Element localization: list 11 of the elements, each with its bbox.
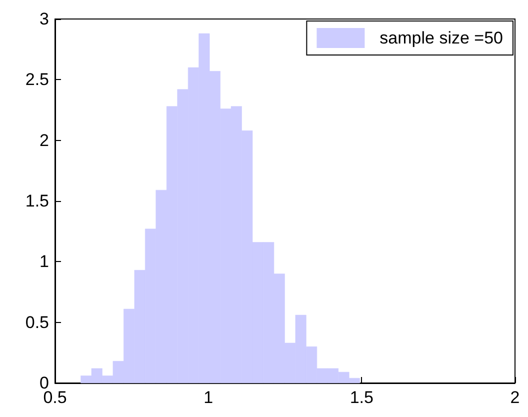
y-tick-label: 0 xyxy=(40,374,49,392)
x-tick-label: 2 xyxy=(510,388,520,407)
y-tick-label: 2 xyxy=(40,130,49,150)
x-tick-label: 1.5 xyxy=(350,388,374,407)
y-tick-label: 1 xyxy=(40,252,49,272)
y-tick-label: 0.5 xyxy=(25,312,49,332)
legend-label: sample size =50 xyxy=(380,28,504,48)
y-tick-label: 3 xyxy=(40,10,49,28)
y-tick-label: 2.5 xyxy=(25,70,49,90)
x-tick-label: 1 xyxy=(204,388,214,407)
y-tick-label: 1.5 xyxy=(25,192,49,210)
